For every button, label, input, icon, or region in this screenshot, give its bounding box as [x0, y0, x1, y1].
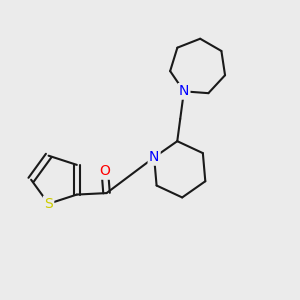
Text: S: S: [44, 197, 53, 211]
Text: N: N: [149, 150, 159, 164]
Text: O: O: [100, 164, 110, 178]
Text: N: N: [179, 84, 189, 98]
